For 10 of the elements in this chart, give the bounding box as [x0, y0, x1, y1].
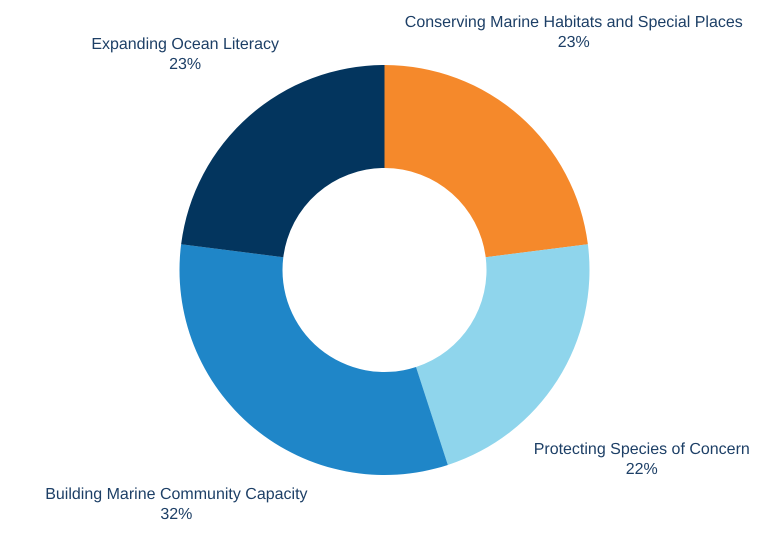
slice-label: Protecting Species of Concern: [534, 440, 750, 458]
donut-slice: [180, 244, 448, 475]
data-label: 23%: [558, 34, 590, 51]
slice-label: Building Marine Community Capacity: [45, 486, 308, 503]
data-label: 23%: [169, 56, 202, 73]
slice-label: Conserving Marine Habitats and Special Places: [404, 14, 743, 31]
data-label: 22%: [626, 460, 658, 478]
slice-label: Expanding Ocean Literacy: [91, 36, 279, 53]
donut-slice: [384, 65, 588, 258]
data-label: 32%: [160, 506, 192, 523]
